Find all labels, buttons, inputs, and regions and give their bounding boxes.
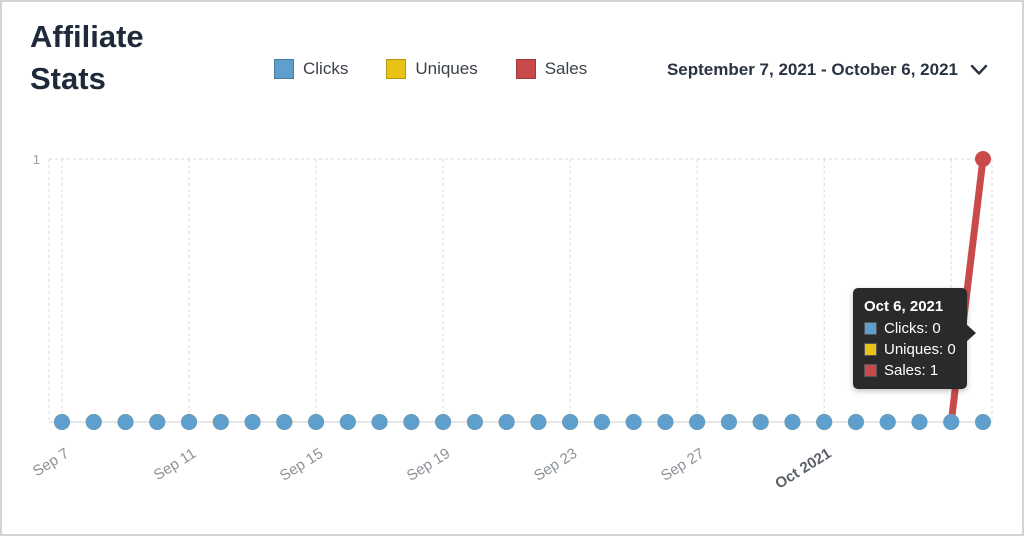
clicks-point[interactable] (54, 414, 70, 430)
x-tick-label: Sep 19 (404, 445, 453, 485)
tooltip-row-clicks: Clicks: 0 (864, 318, 956, 339)
clicks-point[interactable] (466, 414, 483, 430)
clicks-point[interactable] (943, 414, 960, 430)
clicks-point[interactable] (276, 414, 293, 430)
clicks-swatch (274, 59, 294, 79)
clicks-point[interactable] (689, 414, 706, 430)
tooltip-row-sales: Sales: 1 (864, 360, 956, 381)
clicks-point[interactable] (117, 414, 134, 430)
tooltip-clicks-text: Clicks: 0 (884, 320, 941, 337)
clicks-point[interactable] (784, 414, 801, 430)
chart-legend: Clicks Uniques Sales (274, 59, 587, 79)
clicks-point[interactable] (847, 414, 864, 430)
tooltip-row-uniques: Uniques: 0 (864, 339, 956, 360)
x-tick-label: Sep 15 (277, 445, 326, 485)
clicks-point[interactable] (435, 414, 452, 430)
sales-swatch-icon (864, 364, 877, 377)
clicks-point[interactable] (498, 414, 515, 430)
clicks-point[interactable] (403, 414, 420, 430)
clicks-point[interactable] (816, 414, 833, 430)
clicks-point[interactable] (720, 414, 737, 430)
clicks-point[interactable] (308, 414, 325, 430)
chart-tooltip: Oct 6, 2021 Clicks: 0 Uniques: 0 Sales: … (853, 288, 976, 389)
clicks-point[interactable] (371, 414, 388, 430)
uniques-swatch-icon (864, 343, 877, 356)
clicks-point[interactable] (593, 414, 610, 430)
clicks-point[interactable] (911, 414, 928, 430)
y-tick-label: 1 (33, 152, 40, 167)
x-tick-label: Sep 11 (151, 445, 199, 484)
date-range-label: September 7, 2021 - October 6, 2021 (666, 60, 958, 79)
x-tick-label: Sep 23 (531, 445, 580, 485)
clicks-point[interactable] (657, 414, 674, 430)
sales-point[interactable] (975, 151, 991, 167)
tooltip-sales-text: Sales: 1 (884, 362, 939, 379)
clicks-point[interactable] (879, 414, 896, 430)
tooltip-arrow (965, 324, 976, 342)
clicks-point[interactable] (625, 414, 642, 430)
clicks-point[interactable] (752, 414, 769, 430)
clicks-point[interactable] (85, 414, 102, 430)
x-tick-label: Oct 2021 (772, 445, 834, 493)
clicks-swatch-icon (864, 322, 877, 335)
tooltip-uniques-text: Uniques: 0 (884, 341, 956, 358)
legend-item-clicks: Clicks (274, 59, 348, 79)
x-tick-label: Sep 7 (30, 445, 72, 480)
clicks-point[interactable] (562, 414, 579, 430)
legend-label-sales: Sales (544, 59, 588, 78)
clicks-point[interactable] (212, 414, 229, 430)
clicks-point[interactable] (181, 414, 198, 430)
clicks-point[interactable] (530, 414, 547, 430)
clicks-point[interactable] (244, 414, 261, 430)
clicks-point[interactable] (149, 414, 166, 430)
legend-item-sales: Sales (515, 59, 588, 79)
uniques-swatch (386, 59, 407, 79)
tooltip-date: Oct 6, 2021 (864, 298, 944, 315)
clicks-point[interactable] (339, 414, 356, 430)
date-range-selector[interactable]: September 7, 2021 - October 6, 2021 (667, 60, 988, 80)
page-title: Affiliate Stats (30, 19, 144, 96)
legend-label-clicks: Clicks (303, 59, 349, 78)
sales-swatch (515, 59, 536, 79)
chevron-down-icon[interactable] (970, 64, 988, 76)
clicks-point[interactable] (975, 414, 991, 430)
legend-label-uniques: Uniques (415, 59, 478, 78)
x-tick-label: Sep 27 (658, 445, 707, 485)
legend-item-uniques: Uniques (386, 59, 478, 79)
